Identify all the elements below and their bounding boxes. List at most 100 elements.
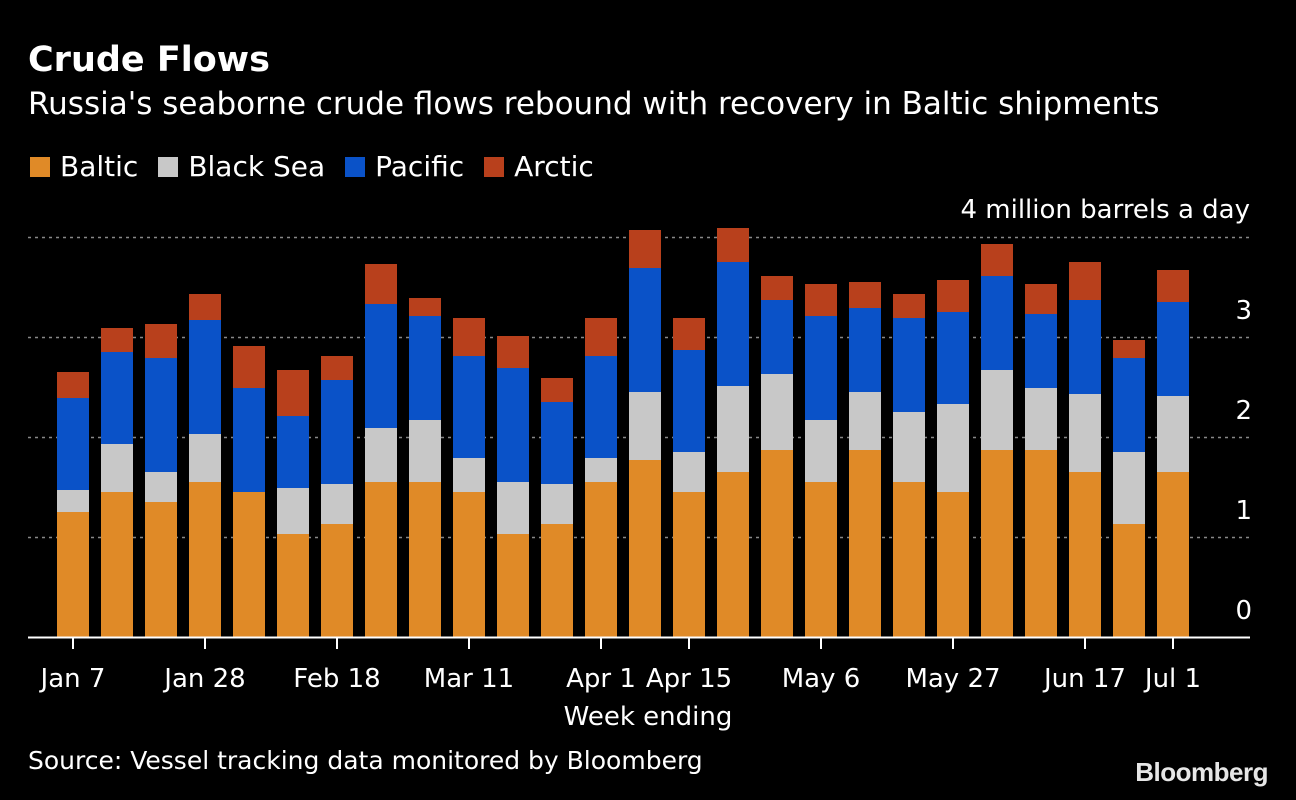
bar-segment-baltic [541,524,573,637]
bar-segment-pacific [981,276,1013,370]
bar-segment-baltic [805,482,837,637]
bar-segment-pacific [717,262,749,386]
bar-segment-black-sea [497,482,529,534]
bar-segment-baltic [1025,450,1057,637]
bar-segment-black-sea [57,490,89,512]
bar-segment-pacific [629,268,661,392]
bar-segment-arctic [101,328,133,352]
bar-segment-pacific [145,358,177,472]
bar-segment-black-sea [585,458,617,482]
y-tick-label: 2 [1235,396,1252,426]
bar-segment-black-sea [673,452,705,492]
bar-segment-black-sea [145,472,177,502]
bar-segment-arctic [233,346,265,388]
bar-segment-arctic [673,318,705,350]
bar-segment-arctic [1069,262,1101,300]
bar-segment-pacific [893,318,925,412]
bar-segment-black-sea [1157,396,1189,472]
legend-label-baltic: Baltic [60,150,139,183]
bloomberg-logo: Bloomberg [1135,757,1268,787]
bar-segment-pacific [585,356,617,458]
x-tick-label: Mar 11 [424,664,514,694]
y-tick-label: 1 [1235,496,1252,526]
bar-segment-arctic [937,280,969,312]
bar-segment-pacific [849,308,881,392]
bar-segment-arctic [189,294,221,320]
bar-segment-pacific [1157,302,1189,396]
legend-item-baltic: Baltic [30,150,138,183]
bar-segment-pacific [497,368,529,482]
legend-item-arctic: Arctic [484,150,594,183]
bar-segment-baltic [1113,524,1145,637]
bar-segment-black-sea [717,386,749,472]
bar-segment-arctic [541,378,573,402]
y-axis-ticks: 0 1 2 3 [1235,296,1252,626]
bar-segment-pacific [321,380,353,484]
bar-segment-black-sea [541,484,573,524]
bar-segment-black-sea [1113,452,1145,524]
legend-swatch-baltic [30,156,50,177]
x-tick-label: May 27 [905,664,1000,694]
bar-segment-black-sea [277,488,309,534]
x-tick-label: Feb 18 [293,664,380,694]
bar-segment-pacific [453,356,485,458]
x-tick-label: Apr 15 [646,664,732,694]
legend: Baltic Black Sea Pacific Arctic [30,150,614,183]
bar-segment-black-sea [849,392,881,450]
bar-segment-black-sea [453,458,485,492]
bar-segment-baltic [101,492,133,637]
bar-segment-black-sea [365,428,397,482]
bar-segment-baltic [937,492,969,637]
bar-segment-baltic [145,502,177,637]
legend-label-arctic: Arctic [514,150,594,183]
bar-segment-pacific [1025,314,1057,388]
bar-segment-black-sea [101,444,133,492]
bar-segment-pacific [1069,300,1101,394]
bar-segment-baltic [497,534,529,637]
bar-segment-pacific [1113,358,1145,452]
bar-segment-baltic [761,450,793,637]
bar-segment-black-sea [321,484,353,524]
bar-segment-black-sea [761,374,793,450]
bar-segment-baltic [673,492,705,637]
bar-segment-baltic [1157,472,1189,637]
bar-segment-black-sea [893,412,925,482]
bar-segment-pacific [937,312,969,404]
x-axis: Jan 7 Jan 28 Feb 18 Mar 11 Apr 1 Apr 15 May 6 M… [28,636,1250,694]
bar-segment-black-sea [409,420,441,482]
chart-subtitle: Russia's seaborne crude flows rebound wi… [28,86,1160,122]
bar-segment-arctic [1025,284,1057,314]
legend-item-black-sea: Black Sea [158,150,325,183]
x-tick-label: Jan 7 [39,664,106,694]
bar-segment-pacific [57,398,89,490]
bar-segment-pacific [673,350,705,452]
bar-segment-arctic [1113,340,1145,358]
bar-segment-arctic [145,324,177,358]
chart-title: Crude Flows [28,40,270,80]
bar-segment-baltic [981,450,1013,637]
bar-segment-baltic [585,482,617,637]
bar-segment-arctic [277,370,309,416]
bar-segment-arctic [717,228,749,262]
x-tick-label: Jan 28 [162,664,245,694]
bar-segment-pacific [189,320,221,434]
bar-segment-baltic [189,482,221,637]
bar-segment-arctic [409,298,441,316]
legend-swatch-pacific [345,156,366,177]
bar-segment-arctic [893,294,925,318]
bar-segment-arctic [761,276,793,300]
bar-segment-arctic [849,282,881,308]
bar-segment-baltic [321,524,353,637]
bar-segment-baltic [893,482,925,637]
legend-swatch-arctic [484,156,505,177]
bar-segment-pacific [365,304,397,428]
bar-segment-pacific [761,300,793,374]
bar-segment-black-sea [937,404,969,492]
bar-segment-pacific [805,316,837,420]
legend-label-black-sea: Black Sea [188,150,326,183]
bar-segment-arctic [981,244,1013,276]
bar-segment-arctic [585,318,617,356]
bar-segment-baltic [717,472,749,637]
bar-segment-pacific [101,352,133,444]
bar-segment-baltic [629,460,661,637]
